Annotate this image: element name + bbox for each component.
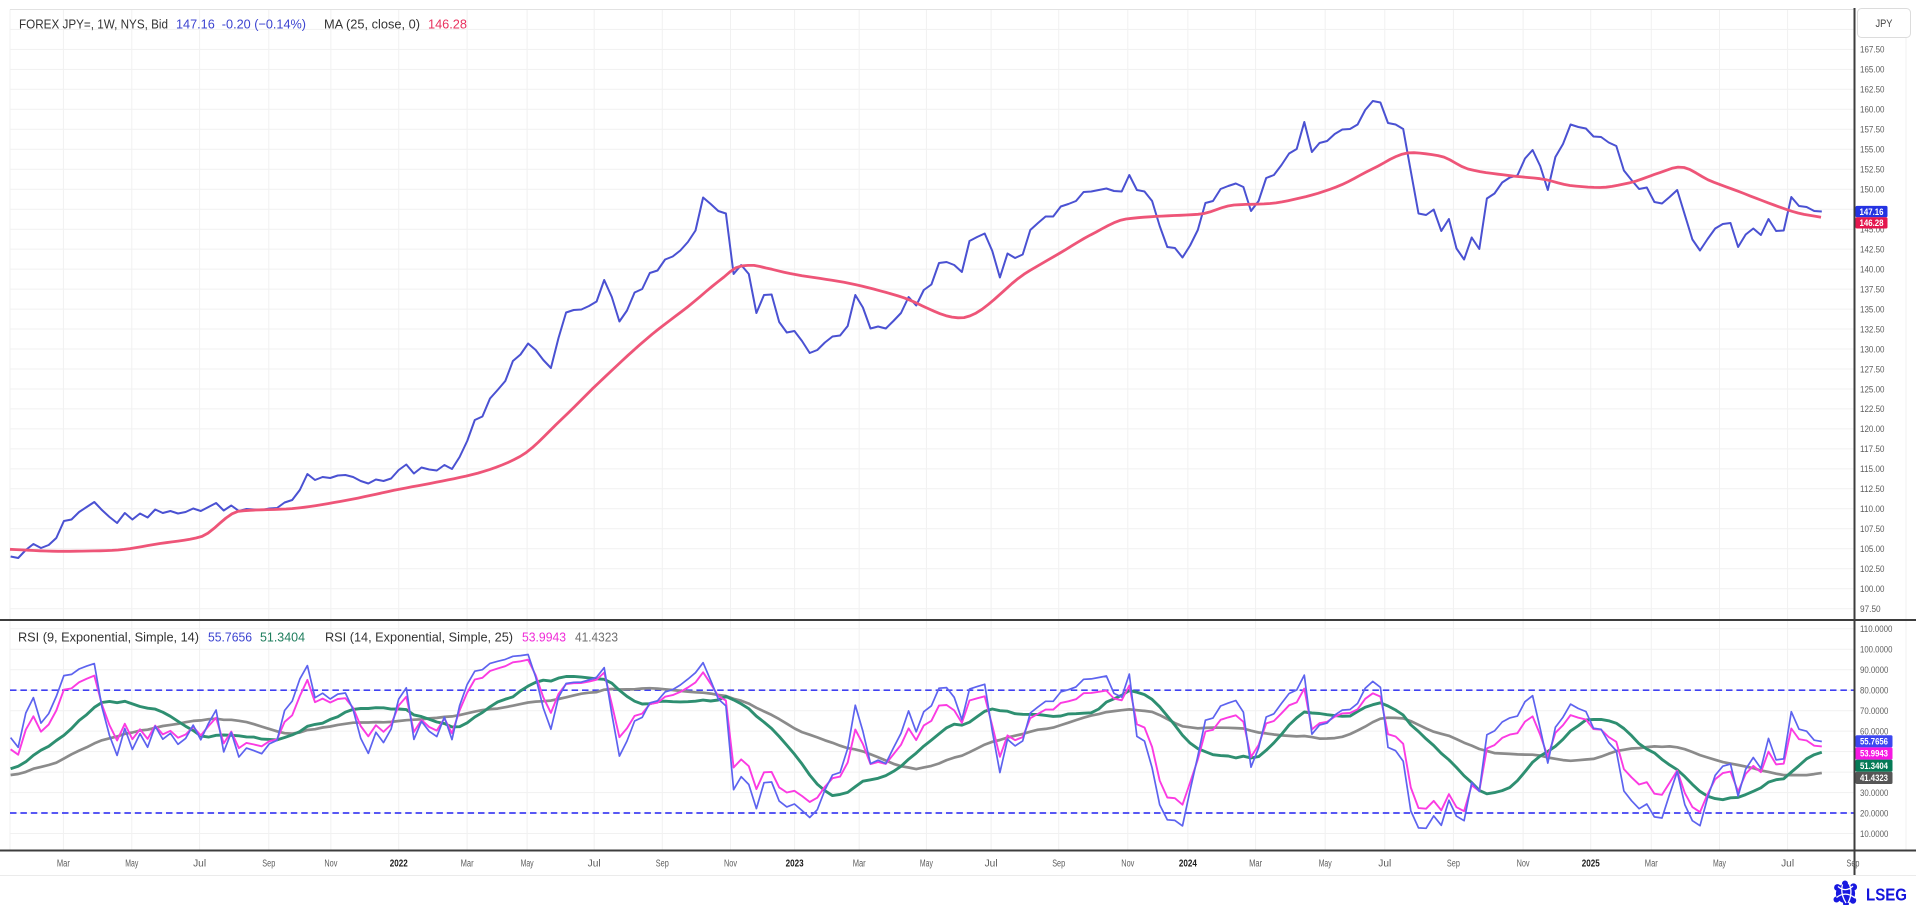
svg-text:Mar: Mar: [461, 859, 475, 870]
svg-text:55.7656: 55.7656: [208, 630, 252, 645]
svg-text:MA (25, close, 0): MA (25, close, 0): [324, 17, 420, 32]
svg-text:112.50: 112.50: [1860, 484, 1885, 495]
svg-text:Jul: Jul: [193, 859, 206, 870]
svg-text:41.4323: 41.4323: [1860, 773, 1888, 783]
svg-text:May: May: [920, 859, 933, 870]
svg-text:May: May: [1713, 859, 1726, 870]
svg-text:110.00: 110.00: [1860, 504, 1885, 515]
svg-text:Nov: Nov: [1517, 859, 1530, 870]
svg-text:155.00: 155.00: [1860, 145, 1885, 156]
svg-text:Nov: Nov: [1121, 859, 1134, 870]
svg-text:142.50: 142.50: [1860, 244, 1885, 255]
svg-text:Sep: Sep: [1052, 859, 1065, 870]
svg-text:80.0000: 80.0000: [1860, 686, 1888, 697]
svg-text:Nov: Nov: [724, 859, 737, 870]
svg-text:147.16: 147.16: [1860, 207, 1884, 217]
svg-text:Jul: Jul: [985, 859, 998, 870]
svg-text:41.4323: 41.4323: [575, 630, 618, 645]
svg-text:JPY: JPY: [1876, 18, 1893, 30]
svg-text:20.0000: 20.0000: [1860, 808, 1888, 819]
svg-text:51.3404: 51.3404: [1860, 761, 1888, 771]
svg-text:May: May: [125, 859, 138, 870]
svg-text:Sep: Sep: [262, 859, 275, 870]
svg-text:Jul: Jul: [588, 859, 601, 870]
svg-text:51.3404: 51.3404: [260, 630, 305, 645]
svg-text:150.00: 150.00: [1860, 185, 1885, 196]
svg-text:Sep: Sep: [1447, 859, 1460, 870]
svg-text:132.50: 132.50: [1860, 324, 1885, 335]
svg-text:145.00: 145.00: [1860, 225, 1885, 236]
svg-text:157.50: 157.50: [1860, 125, 1885, 136]
svg-text:2023: 2023: [786, 859, 804, 870]
svg-text:70.0000: 70.0000: [1860, 706, 1888, 717]
svg-text:167.50: 167.50: [1860, 45, 1885, 56]
svg-text:May: May: [521, 859, 534, 870]
svg-text:117.50: 117.50: [1860, 444, 1885, 455]
svg-text:100.0000: 100.0000: [1860, 645, 1892, 656]
svg-text:Nov: Nov: [324, 859, 337, 870]
svg-text:May: May: [1319, 859, 1332, 870]
svg-text:160.00: 160.00: [1860, 105, 1885, 116]
svg-text:30.0000: 30.0000: [1860, 788, 1888, 799]
svg-text:53.9943: 53.9943: [522, 630, 566, 645]
svg-text:90.0000: 90.0000: [1860, 665, 1888, 676]
svg-text:2024: 2024: [1179, 859, 1197, 870]
svg-text:60.0000: 60.0000: [1860, 726, 1888, 737]
svg-text:Sep: Sep: [1847, 859, 1860, 870]
svg-text:125.00: 125.00: [1860, 384, 1885, 395]
svg-text:110.0000: 110.0000: [1860, 624, 1892, 635]
svg-text:165.00: 165.00: [1860, 65, 1885, 76]
svg-text:135.00: 135.00: [1860, 304, 1885, 315]
svg-text:Mar: Mar: [1249, 859, 1263, 870]
svg-text:2025: 2025: [1582, 859, 1600, 870]
svg-text:100.00: 100.00: [1860, 584, 1885, 595]
svg-text:RSI (9, Exponential, Simple, 1: RSI (9, Exponential, Simple, 14): [18, 630, 199, 645]
svg-text:162.50: 162.50: [1860, 85, 1885, 96]
svg-text:122.50: 122.50: [1860, 404, 1885, 415]
svg-text:137.50: 137.50: [1860, 284, 1885, 295]
svg-text:97.50: 97.50: [1860, 604, 1881, 615]
svg-text:115.00: 115.00: [1860, 464, 1885, 475]
svg-text:107.50: 107.50: [1860, 524, 1885, 535]
svg-text:RSI (14, Exponential, Simple,: RSI (14, Exponential, Simple, 25): [325, 630, 513, 645]
svg-text:Mar: Mar: [1645, 859, 1659, 870]
svg-text:LSEG: LSEG: [1866, 885, 1907, 905]
svg-text:2022: 2022: [390, 859, 408, 870]
svg-text:105.00: 105.00: [1860, 544, 1885, 555]
svg-text:102.50: 102.50: [1860, 564, 1885, 575]
svg-text:146.28: 146.28: [1860, 218, 1884, 228]
svg-text:152.50: 152.50: [1860, 165, 1885, 176]
svg-text:130.00: 130.00: [1860, 344, 1885, 355]
svg-text:Jul: Jul: [1781, 859, 1794, 870]
svg-text:147.16 -0.20 (−0.14%): 147.16 -0.20 (−0.14%): [176, 17, 306, 32]
svg-text:55.7656: 55.7656: [1860, 737, 1888, 747]
svg-text:Mar: Mar: [853, 859, 867, 870]
svg-text:FOREX JPY=, 1W, NYS, Bid: FOREX JPY=, 1W, NYS, Bid: [19, 17, 168, 32]
svg-text:10.0000: 10.0000: [1860, 829, 1888, 840]
svg-text:140.00: 140.00: [1860, 264, 1885, 275]
svg-text:127.50: 127.50: [1860, 364, 1885, 375]
svg-text:53.9943: 53.9943: [1860, 749, 1888, 759]
svg-text:Sep: Sep: [656, 859, 669, 870]
svg-text:146.28: 146.28: [428, 17, 467, 32]
svg-text:120.00: 120.00: [1860, 424, 1885, 435]
svg-text:Mar: Mar: [57, 859, 71, 870]
svg-text:Jul: Jul: [1378, 859, 1391, 870]
